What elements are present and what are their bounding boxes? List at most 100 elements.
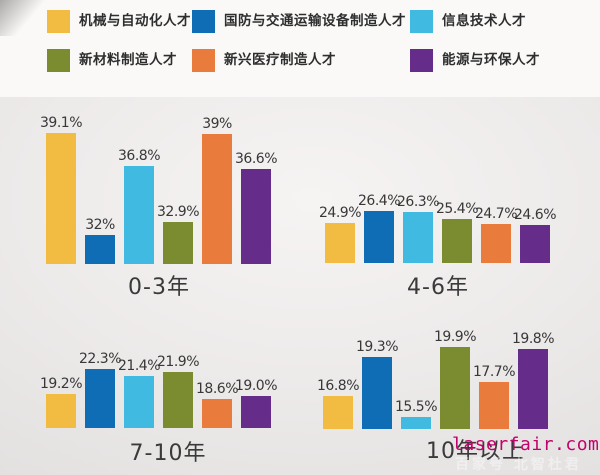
bar-value-label: 25.4% <box>436 201 478 217</box>
bar <box>401 417 431 429</box>
legend-item: 新兴医疗制造人才 <box>192 49 410 88</box>
bar <box>362 357 392 429</box>
bar-cell: 19.8% <box>512 331 554 429</box>
bar-value-label: 26.3% <box>397 194 439 210</box>
legend-label: 机械与自动化人才 <box>79 13 191 29</box>
bar-value-label: 18.6% <box>196 381 238 397</box>
legend-label: 新兴医疗制造人才 <box>224 52 336 68</box>
bar <box>479 382 509 429</box>
legend-label: 国防与交通运输设备制造人才 <box>224 13 406 29</box>
bar-value-label: 21.9% <box>157 354 199 370</box>
legend-item: 能源与环保人才 <box>410 49 600 88</box>
bar <box>364 211 394 263</box>
bar-value-label: 36.6% <box>235 151 277 167</box>
bar <box>46 394 76 428</box>
bar-cell: 17.7% <box>473 364 515 429</box>
legend-label: 新材料制造人才 <box>79 52 177 68</box>
bar-value-label: 19.8% <box>512 331 554 347</box>
bar-value-label: 16.8% <box>317 378 359 394</box>
bar <box>124 376 154 428</box>
bar-value-label: 36.8% <box>118 148 160 164</box>
group-label-0-3-years: 0-3年 <box>128 275 190 300</box>
legend-item: 新材料制造人才 <box>47 49 192 88</box>
legend-swatch-icon <box>410 10 433 33</box>
bar-value-label: 19.2% <box>40 376 82 392</box>
bar-cell: 26.4% <box>358 193 400 263</box>
bar-value-label: 32% <box>85 217 115 233</box>
legend-swatch-icon <box>192 49 215 72</box>
bar-value-label: 39.1% <box>40 115 82 131</box>
bar-cell: 39.1% <box>40 115 82 264</box>
bar <box>518 349 548 429</box>
bar-group-7-10-years: 19.2% 22.3% 21.4% 21.9% 18.6% 19.0% <box>40 258 277 428</box>
bar <box>46 133 76 264</box>
bar <box>124 166 154 264</box>
bar <box>85 369 115 428</box>
bar-cell: 32.9% <box>157 204 199 264</box>
bar-group-4-6-years: 24.9% 26.4% 26.3% 25.4% 24.7% 24.6% <box>319 93 556 263</box>
legend-label: 信息技术人才 <box>442 13 526 29</box>
legend-item: 机械与自动化人才 <box>47 10 192 49</box>
bar <box>481 224 511 263</box>
bar <box>325 223 355 263</box>
bar-value-label: 39% <box>202 116 232 132</box>
bar-cell: 32% <box>85 217 115 264</box>
legend: 机械与自动化人才 国防与交通运输设备制造人才 信息技术人才新材料制造人才 新兴医疗制造… <box>0 0 600 97</box>
bar-cell: 25.4% <box>436 201 478 263</box>
laserfair-watermark: laserfair.com <box>452 434 600 455</box>
bar-cell: 24.6% <box>514 207 556 263</box>
bar <box>85 235 115 264</box>
bar <box>241 396 271 428</box>
bar-value-label: 24.9% <box>319 205 361 221</box>
bar-cell: 39% <box>202 116 232 264</box>
bar <box>323 396 353 429</box>
group-label-10-plus-years: 10年以上 <box>426 439 525 464</box>
bar <box>163 372 193 428</box>
bar-value-label: 17.7% <box>473 364 515 380</box>
legend-swatch-icon <box>47 49 70 72</box>
bar-cell: 36.8% <box>118 148 160 264</box>
bar-value-label: 19.0% <box>235 378 277 394</box>
legend-label: 能源与环保人才 <box>442 52 540 68</box>
bar-cell: 22.3% <box>79 351 121 428</box>
bar-cell: 21.4% <box>118 358 160 428</box>
bar <box>202 134 232 264</box>
legend-swatch-icon <box>410 49 433 72</box>
bar <box>403 212 433 263</box>
group-label-4-6-years: 4-6年 <box>407 275 469 300</box>
bar <box>442 219 472 263</box>
bar-value-label: 19.9% <box>434 329 476 345</box>
bar-value-label: 24.6% <box>514 207 556 223</box>
bar-cell: 24.7% <box>475 206 517 263</box>
bar <box>520 225 550 263</box>
bar <box>241 169 271 264</box>
bar-cell: 36.6% <box>235 151 277 264</box>
bar-cell: 16.8% <box>317 378 359 429</box>
bar-value-label: 21.4% <box>118 358 160 374</box>
bar <box>202 399 232 428</box>
legend-swatch-icon <box>192 10 215 33</box>
legend-item: 信息技术人才 <box>410 10 600 49</box>
bar <box>440 347 470 429</box>
legend-swatch-icon <box>47 10 70 33</box>
bar-cell: 19.9% <box>434 329 476 429</box>
legend-item: 国防与交通运输设备制造人才 <box>192 10 410 49</box>
bar-cell: 19.0% <box>235 378 277 428</box>
bar-value-label: 26.4% <box>358 193 400 209</box>
bar-value-label: 22.3% <box>79 351 121 367</box>
bar-cell: 24.9% <box>319 205 361 263</box>
bar-cell: 18.6% <box>196 381 238 428</box>
bar-cell: 19.2% <box>40 376 82 428</box>
bar-value-label: 32.9% <box>157 204 199 220</box>
bar-value-label: 24.7% <box>475 206 517 222</box>
faint-source-watermark: 百家号 北智杜君 <box>455 457 582 473</box>
bar-group-10-plus-years: 16.8% 19.3% 15.5% 19.9% 17.7% 19.8% <box>317 259 554 429</box>
bar-value-label: 19.3% <box>356 339 398 355</box>
bar-cell: 21.9% <box>157 354 199 428</box>
bar-value-label: 15.5% <box>395 399 437 415</box>
bar <box>163 222 193 264</box>
bar-cell: 26.3% <box>397 194 439 263</box>
bar-cell: 15.5% <box>395 399 437 429</box>
bar-group-0-3-years: 39.1% 32% 36.8% 32.9% 39% 36.6% <box>40 94 277 264</box>
